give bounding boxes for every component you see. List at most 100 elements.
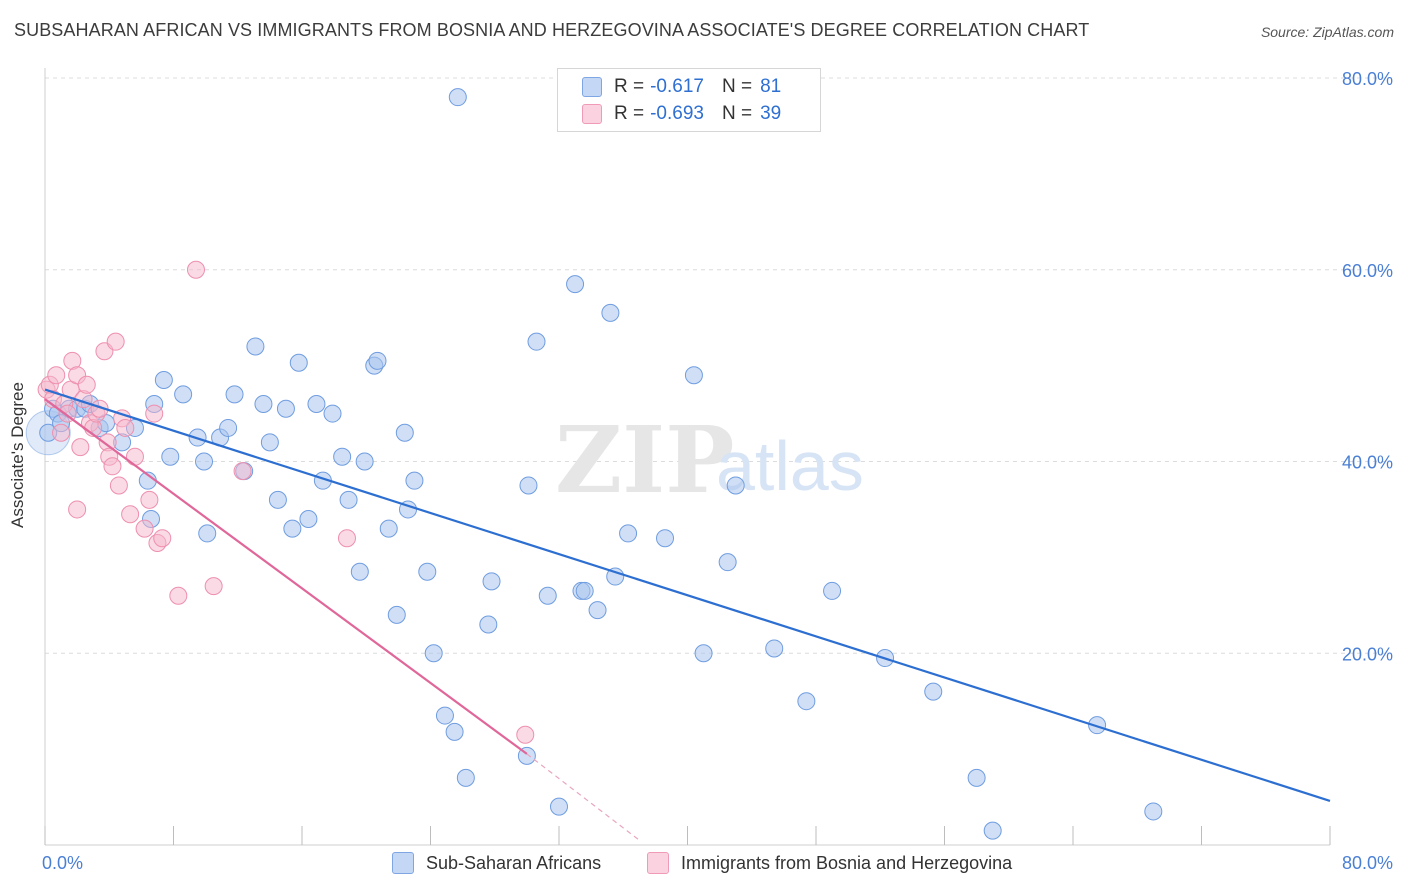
data-point — [246, 337, 265, 356]
data-point — [71, 438, 90, 457]
data-point — [289, 353, 308, 372]
y-tick-label: 60.0% — [1342, 261, 1393, 281]
y-tick-label: 40.0% — [1342, 453, 1393, 473]
data-point — [519, 476, 538, 495]
series-legend-item-sub-saharan: Sub-Saharan Africans — [392, 852, 601, 874]
data-point — [405, 471, 424, 490]
correlation-legend: R = -0.617 N = 81 R = -0.693 N = 39 — [557, 68, 821, 132]
y-tick-label: 20.0% — [1342, 644, 1393, 664]
series-swatch-blue — [392, 852, 414, 874]
data-point — [135, 519, 154, 538]
data-point — [765, 639, 784, 658]
data-point — [106, 332, 125, 351]
data-point — [479, 615, 498, 634]
data-point — [1144, 802, 1163, 821]
data-point — [307, 394, 326, 413]
grid-lines — [45, 77, 1392, 654]
trend-line-sub-saharan — [44, 388, 1331, 802]
data-point — [68, 500, 87, 519]
data-point — [350, 562, 369, 581]
data-point — [395, 423, 414, 442]
axes — [44, 68, 1331, 846]
series-legend-label: Sub-Saharan Africans — [426, 852, 602, 873]
data-point — [52, 423, 71, 442]
data-point — [254, 394, 273, 413]
data-point — [323, 404, 342, 423]
chart-title: SUBSAHARAN AFRICAN VS IMMIGRANTS FROM BO… — [14, 20, 1090, 40]
data-point — [448, 88, 467, 107]
legend-r-value: -0.693 — [650, 103, 704, 124]
data-point — [121, 505, 140, 524]
data-point — [109, 476, 128, 495]
data-point — [77, 375, 96, 394]
data-point — [161, 447, 180, 466]
series-legend-label: Immigrants from Bosnia and Herzegovina — [681, 852, 1013, 873]
x-tick-label: 0.0% — [42, 853, 83, 873]
data-point — [125, 447, 144, 466]
legend-n-label: N = — [721, 103, 753, 124]
data-point — [154, 371, 173, 390]
data-point — [482, 572, 501, 591]
data-point — [424, 644, 443, 663]
data-point — [656, 529, 675, 548]
data-point — [204, 577, 223, 596]
data-point — [268, 490, 287, 509]
data-point — [368, 351, 387, 370]
data-point — [116, 418, 135, 437]
data-point — [823, 581, 842, 600]
x-tick-label: 80.0% — [1342, 853, 1393, 873]
data-point — [566, 275, 585, 294]
legend-r-label: R = — [614, 103, 645, 124]
legend-swatch-pink — [582, 104, 602, 124]
data-point — [967, 768, 986, 787]
data-point — [718, 553, 737, 572]
data-point — [195, 452, 214, 471]
data-point — [153, 529, 172, 548]
series-legend-item-bosnia: Immigrants from Bosnia and Herzegovina — [647, 852, 1012, 874]
data-point — [387, 605, 406, 624]
series-sub-saharan-points — [25, 88, 1163, 840]
data-point — [169, 586, 188, 605]
data-point — [379, 519, 398, 538]
data-point — [283, 519, 302, 538]
data-point — [225, 385, 244, 404]
data-point — [456, 768, 475, 787]
y-tick-label: 80.0% — [1342, 69, 1393, 89]
series-swatch-pink — [647, 852, 669, 874]
data-point — [233, 462, 252, 481]
data-point — [219, 418, 238, 437]
data-point — [418, 562, 437, 581]
legend-r-label: R = — [614, 76, 645, 97]
data-point — [538, 586, 557, 605]
data-point — [550, 797, 568, 816]
data-point — [103, 457, 122, 476]
legend-row-bosnia: R = -0.693 N = 39 — [582, 103, 781, 125]
y-axis-label: Associate's Degree — [8, 382, 27, 528]
legend-swatch-blue — [582, 77, 602, 97]
data-point — [435, 706, 454, 725]
data-point — [276, 399, 295, 418]
data-point — [355, 452, 374, 471]
watermark-zip: ZIP — [555, 406, 734, 514]
data-point — [684, 366, 703, 385]
data-point — [299, 510, 318, 529]
data-point — [337, 529, 356, 548]
trend-line-bosnia — [44, 398, 528, 755]
legend-n-value: 39 — [760, 103, 782, 124]
data-point — [174, 385, 193, 404]
data-point — [606, 567, 625, 586]
data-point — [145, 404, 164, 423]
data-point — [694, 644, 713, 663]
data-point — [333, 447, 352, 466]
tick-labels: 20.0% 40.0% 60.0% 80.0% 0.0% 80.0% — [42, 69, 1393, 873]
data-point — [726, 476, 745, 495]
data-point — [140, 490, 159, 509]
data-point — [797, 692, 816, 711]
data-point — [339, 490, 358, 509]
trend-line-bosnia-extension — [526, 753, 640, 841]
legend-n-label: N = — [721, 76, 753, 97]
data-point — [924, 682, 943, 701]
legend-r-value: -0.617 — [650, 76, 704, 97]
